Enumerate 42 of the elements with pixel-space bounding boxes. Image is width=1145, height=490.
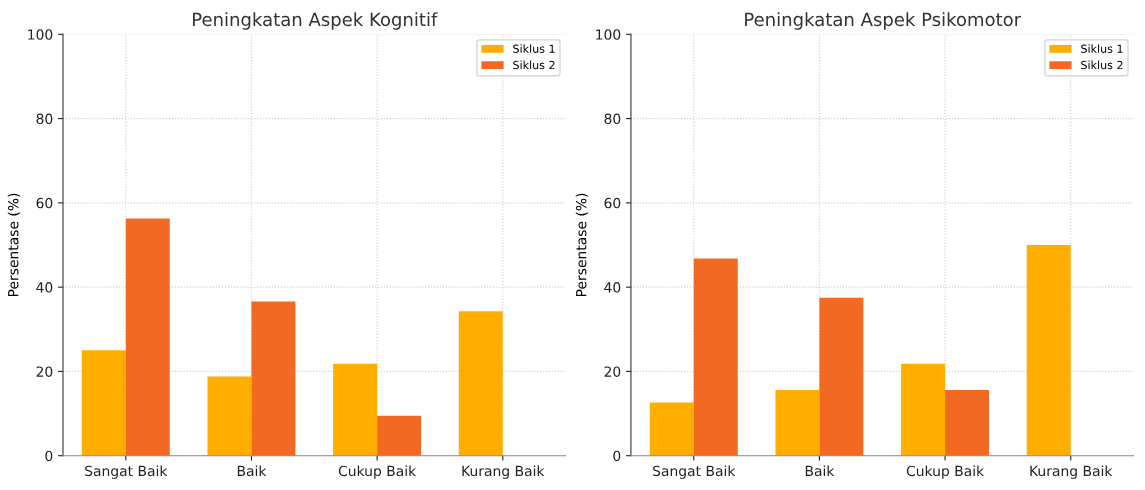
bar bbox=[693, 258, 738, 456]
bar bbox=[819, 297, 864, 456]
y-tick-label: 80 bbox=[604, 113, 621, 125]
y-tick-label: 100 bbox=[28, 29, 53, 40]
legend-label: Siklus 1 bbox=[513, 44, 555, 53]
y-tick-label: 20 bbox=[36, 366, 53, 377]
x-tick-label: Kurang Baik bbox=[1030, 465, 1113, 479]
y-tick-label: 60 bbox=[36, 197, 53, 209]
y-axis-title: Persentase (%) bbox=[575, 193, 589, 297]
bar bbox=[1026, 245, 1071, 456]
legend-label: Siklus 1 bbox=[1081, 44, 1123, 53]
bar bbox=[333, 363, 378, 456]
bar bbox=[945, 389, 990, 456]
x-tick-label: Kurang Baik bbox=[462, 465, 545, 479]
bar bbox=[775, 389, 820, 456]
x-tick-label: Cukup Baik bbox=[906, 465, 985, 479]
chart-title: Peningkatan Aspek Kognitif bbox=[193, 12, 438, 30]
bar bbox=[377, 415, 422, 456]
y-tick-label: 20 bbox=[604, 366, 621, 377]
y-axis-title: Persentase (%) bbox=[7, 193, 21, 297]
y-tick-label: 0 bbox=[45, 450, 53, 462]
bar bbox=[81, 350, 126, 456]
y-tick-label: 60 bbox=[604, 197, 621, 209]
bar bbox=[901, 363, 946, 456]
y-tick-label: 40 bbox=[604, 282, 621, 293]
legend-label: Siklus 2 bbox=[1081, 60, 1123, 70]
chart-title: Peningkatan Aspek Psikomotor bbox=[745, 12, 1022, 30]
x-tick-label: Sangat Baik bbox=[653, 465, 736, 479]
y-tick-label: 0 bbox=[613, 450, 621, 462]
y-tick-label: 80 bbox=[36, 113, 53, 125]
bar bbox=[458, 311, 503, 456]
legend-label: Siklus 2 bbox=[513, 60, 555, 70]
y-tick-label: 100 bbox=[596, 29, 621, 40]
x-tick-label: Baik bbox=[237, 465, 267, 477]
bar bbox=[251, 301, 296, 456]
y-tick-label: 40 bbox=[36, 282, 53, 293]
bar bbox=[649, 402, 694, 456]
bar bbox=[125, 218, 170, 456]
bar bbox=[207, 376, 252, 456]
x-tick-label: Baik bbox=[805, 465, 835, 477]
x-tick-label: Sangat Baik bbox=[85, 465, 168, 479]
x-tick-label: Cukup Baik bbox=[338, 465, 417, 479]
